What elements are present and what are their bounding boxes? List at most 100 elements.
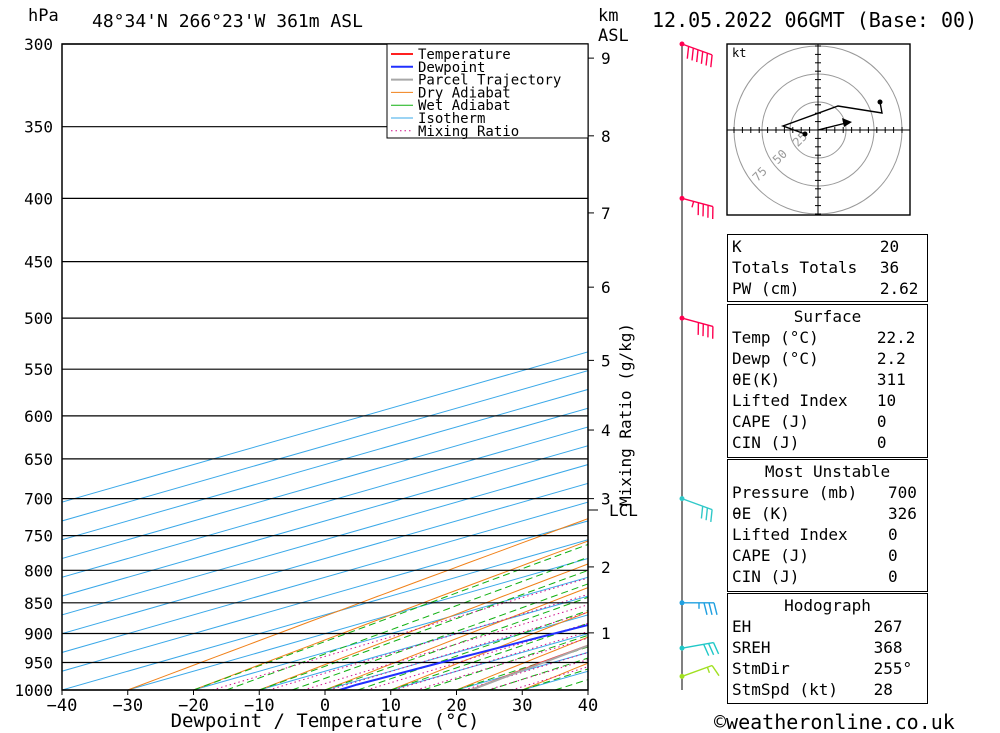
mixing-ratio-axis-title: Mixing Ratio (g/kg)	[616, 323, 635, 506]
legend-entry: Dewpoint	[418, 60, 485, 76]
most-unstable-table: Most Unstable Pressure (mb) 700 θE (K) 326…	[727, 459, 928, 592]
lcl-label: LCL	[609, 501, 638, 520]
barb-shaft	[681, 43, 713, 56]
x-tick-label: 10	[381, 696, 401, 716]
row-label: Lifted Index	[732, 391, 848, 410]
row-label: θE (K)	[732, 504, 790, 523]
hodo-row: StmSpd (kt) 28	[728, 679, 927, 700]
index-row-k: K 20	[728, 236, 927, 257]
x-tick-label: 20	[446, 696, 466, 716]
plot-grid	[62, 351, 588, 690]
dry-adiabat-line	[324, 587, 588, 690]
pressure-tick-label: 800	[24, 561, 53, 580]
pressure-tick-label: 900	[24, 625, 53, 644]
isotherm-line	[62, 539, 588, 690]
barb-flag	[710, 54, 713, 68]
isotherm-line	[127, 557, 588, 690]
x-tick-label: 0	[320, 696, 330, 716]
hodo-row: SREH 368	[728, 637, 927, 658]
row-label: CIN (J)	[732, 567, 800, 586]
hodograph-start-dot	[802, 131, 808, 137]
legend-entry: Mixing Ratio	[418, 124, 519, 140]
legend-box	[386, 43, 589, 139]
barb-flag	[711, 665, 720, 677]
barb-flag	[708, 602, 713, 615]
x-tick-label: −30	[112, 696, 143, 716]
row-value: 326	[888, 504, 917, 523]
legend-entry: Wet Adiabat	[418, 98, 511, 114]
mu-row: CAPE (J) 0	[728, 545, 927, 566]
km-tick-label: 1	[601, 624, 611, 643]
hodograph-end-dot	[877, 99, 883, 105]
barb-flag	[705, 53, 709, 66]
axes: 1234681016202530035040045050055060065070…	[14, 35, 638, 716]
km-unit-label: km	[598, 6, 618, 26]
isotherm-line	[62, 501, 588, 653]
km-tick-label: 8	[601, 127, 611, 146]
isotherm-line	[62, 464, 588, 616]
index-row-pw: PW (cm) 2.62	[728, 278, 927, 299]
legend-entry: Parcel Trajectory	[418, 73, 561, 89]
barb-flag	[700, 51, 704, 64]
row-label: EH	[732, 617, 752, 636]
barb-half-flag	[706, 666, 711, 674]
index-value: 2.62	[879, 279, 919, 298]
wet-adiabat-line	[226, 556, 588, 690]
pressure-tick-label: 750	[24, 527, 53, 546]
isotherm-line	[62, 445, 588, 597]
row-label: Pressure (mb)	[732, 483, 858, 502]
pressure-tick-label: 300	[24, 35, 53, 54]
km-tick-label: 6	[601, 278, 611, 297]
isotherm-line	[62, 351, 588, 503]
dry-adiabat-line	[390, 611, 588, 690]
wet-adiabat-line	[193, 543, 588, 690]
row-value: 0	[888, 525, 898, 544]
barb-flag	[707, 643, 715, 656]
row-value: 0	[876, 412, 887, 431]
pressure-tick-label: 450	[24, 253, 53, 272]
wet-adiabat-line	[324, 596, 588, 690]
row-value: 700	[888, 483, 917, 502]
row-label: StmSpd (kt)	[732, 680, 838, 699]
row-label: CAPE (J)	[732, 546, 810, 565]
row-value: 0	[888, 567, 898, 586]
mu-row: θE (K) 326	[728, 503, 927, 524]
pressure-tick-label: 850	[24, 594, 53, 613]
dry-adiabat-line	[259, 563, 588, 690]
surface-row: CIN (J) 0	[728, 432, 927, 453]
legend-entry: Isotherm	[418, 111, 485, 127]
legend-entry: Dry Adiabat	[418, 85, 511, 101]
barb-shaft	[681, 197, 714, 208]
index-value: 20	[879, 237, 900, 256]
legend-entry: Temperature	[418, 47, 511, 63]
storm-motion-arrowhead	[842, 118, 852, 127]
barb-flag	[700, 506, 704, 519]
copyright-footer: ©weatheronline.co.uk	[714, 710, 955, 733]
isotherm-line	[62, 482, 588, 635]
pressure-tick-label: 350	[24, 118, 53, 137]
hodo-row: StmDir 255°	[728, 658, 927, 679]
km-tick-label: 4	[601, 421, 611, 440]
isotherm-line	[62, 520, 588, 672]
storm-motion-vector	[817, 122, 847, 131]
isotherm-line	[193, 576, 588, 690]
pressure-tick-label: 650	[24, 450, 53, 469]
row-value: 368	[873, 638, 903, 657]
x-tick-label: 30	[512, 696, 532, 716]
row-value: 267	[873, 617, 903, 636]
pressure-tick-label: 550	[24, 360, 53, 379]
hodograph-trace	[780, 101, 883, 135]
x-tick-label: −40	[47, 696, 78, 716]
surface-row: Lifted Index 10	[728, 390, 927, 411]
pressure-tick-label: 400	[24, 189, 53, 208]
row-value: 0	[876, 433, 887, 452]
index-label: Totals Totals	[732, 258, 858, 277]
index-row-tt: Totals Totals 36	[728, 257, 927, 278]
x-axis-title: Dewpoint / Temperature (°C)	[171, 710, 480, 732]
most-unstable-title: Most Unstable	[764, 462, 891, 481]
mu-row: Lifted Index 0	[728, 524, 927, 545]
km-tick-label: 3	[601, 490, 611, 509]
barb-flag	[696, 49, 699, 63]
surface-row: CAPE (J) 0	[728, 411, 927, 432]
